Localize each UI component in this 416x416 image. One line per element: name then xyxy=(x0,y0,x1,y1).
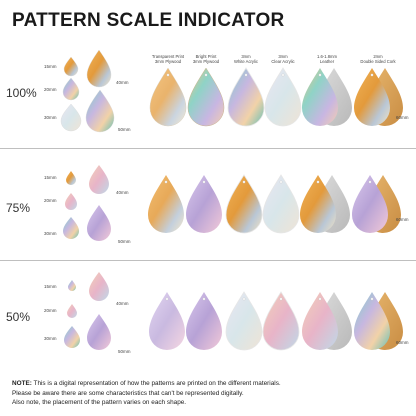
material-drop-bright-plywood xyxy=(187,67,225,127)
column-label-bright-plywood: Bright Print 3mm Plywood xyxy=(192,54,220,64)
row-50-shapes xyxy=(64,272,403,351)
drop-40mm xyxy=(89,272,109,301)
size-label-60mm: 60mm xyxy=(396,217,409,222)
note-lead: NOTE: xyxy=(12,380,32,387)
size-label-40mm: 40mm xyxy=(116,301,129,306)
column-label-clear-acrylic: 3mm Clear Acrylic xyxy=(271,54,295,64)
drop-15mm xyxy=(68,280,76,291)
size-label-60mm: 60mm xyxy=(396,340,409,345)
drop-40mm xyxy=(86,49,112,88)
material-drop-cork xyxy=(352,175,388,233)
size-label-50mm: 50mm xyxy=(118,127,131,132)
material-drop-transparent-plywood xyxy=(148,175,184,233)
size-label-60mm: 60mm xyxy=(396,115,409,120)
scale-label: 50% xyxy=(6,310,31,324)
drop-15mm xyxy=(63,56,79,77)
scale-row-50: 50% 15mm 20mm 30mm 40mm 50mm 60mm xyxy=(0,264,416,368)
size-label-40mm: 40mm xyxy=(116,80,129,85)
row-75-shapes xyxy=(63,165,401,241)
material-drop-bright-plywood xyxy=(186,175,222,233)
drop-20mm xyxy=(67,304,77,318)
size-label-50mm: 50mm xyxy=(118,239,131,244)
material-drop-white-acrylic xyxy=(225,174,263,234)
size-label-15mm: 15mm xyxy=(44,64,57,69)
material-drop-bright-plywood xyxy=(186,292,222,350)
page-title: PATTERN SCALE INDICATOR xyxy=(12,10,285,31)
note-line-3: Also note, the placement of the pattern … xyxy=(12,399,187,406)
material-drop-clear-acrylic xyxy=(264,67,302,127)
footnote: NOTE: This is a digital representation o… xyxy=(12,379,404,408)
size-label-40mm: 40mm xyxy=(116,190,129,195)
material-drop-cork xyxy=(354,68,390,126)
material-drop-leather xyxy=(302,292,338,350)
note-line-2: Please be aware there are some character… xyxy=(12,389,244,397)
size-label-50mm: 50mm xyxy=(118,349,131,354)
column-label-white-acrylic: 3mm White Acrylic xyxy=(234,54,258,64)
drop-30mm xyxy=(63,217,79,239)
size-label-20mm: 20mm xyxy=(44,198,57,203)
material-drop-clear-acrylic xyxy=(262,174,300,234)
size-label-30mm: 30mm xyxy=(44,231,57,236)
scale-row-100: 100% 15mm 20mm 30mm 40mm 50mm 60mm Trans… xyxy=(0,42,416,144)
column-label-leather: 1.6-1.8mm Leather xyxy=(316,54,337,64)
size-label-15mm: 15mm xyxy=(44,175,57,180)
drop-50mm xyxy=(85,89,115,133)
drop-15mm xyxy=(66,171,76,185)
material-drop-cork xyxy=(354,292,390,350)
drop-30mm xyxy=(64,326,80,348)
material-drop-leather xyxy=(302,68,338,126)
material-drop-transparent-plywood xyxy=(149,292,185,350)
row-divider xyxy=(0,260,416,261)
drop-50mm xyxy=(87,205,111,241)
column-label-transparent-plywood: Transparent Print 3mm Plywood xyxy=(151,54,185,64)
drop-50mm xyxy=(87,314,111,350)
drop-30mm xyxy=(60,103,82,132)
size-label-30mm: 30mm xyxy=(44,336,57,341)
material-drop-white-acrylic xyxy=(227,67,265,127)
scale-label: 75% xyxy=(6,201,31,215)
size-label-15mm: 15mm xyxy=(44,284,57,289)
material-drop-leather xyxy=(300,175,336,233)
note-line-1: This is a digital representation of how … xyxy=(31,380,281,387)
size-label-20mm: 20mm xyxy=(44,308,57,313)
row-divider xyxy=(0,148,416,149)
row-100-shapes xyxy=(60,49,403,133)
material-drop-transparent-plywood xyxy=(149,67,187,127)
scale-row-75: 75% 15mm 20mm 30mm 40mm 50mm 60mm xyxy=(0,153,416,257)
material-drop-clear-acrylic xyxy=(262,291,300,351)
material-drop-white-acrylic xyxy=(225,291,263,351)
scale-label: 100% xyxy=(6,86,37,100)
column-label-cork: 2mm Double Sided Cork xyxy=(360,54,396,64)
drop-40mm xyxy=(89,165,109,194)
drop-20mm xyxy=(62,77,80,101)
size-label-20mm: 20mm xyxy=(44,87,57,92)
size-label-30mm: 30mm xyxy=(44,115,57,120)
drop-20mm xyxy=(65,193,77,210)
